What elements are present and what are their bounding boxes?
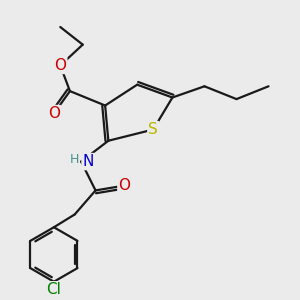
Text: Cl: Cl [46,282,61,297]
Text: O: O [48,106,60,121]
Text: O: O [118,178,130,193]
Text: H: H [69,154,79,166]
Text: N: N [82,154,94,169]
Text: O: O [54,58,66,73]
Text: S: S [148,122,158,137]
